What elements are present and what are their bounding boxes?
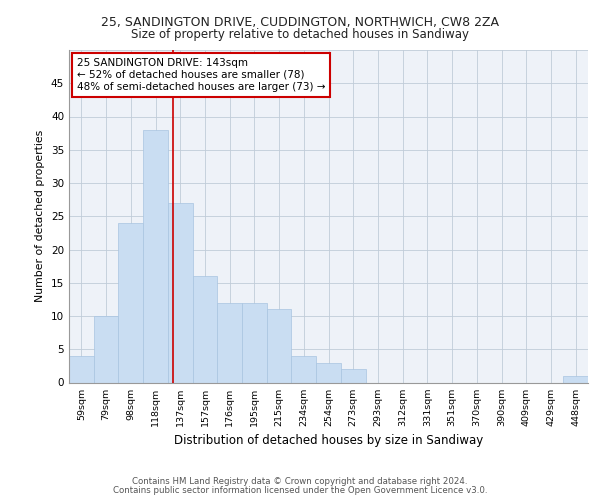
Bar bbox=[143, 130, 168, 382]
X-axis label: Distribution of detached houses by size in Sandiway: Distribution of detached houses by size … bbox=[174, 434, 483, 447]
Bar bbox=[217, 302, 242, 382]
Bar bbox=[242, 302, 267, 382]
Bar bbox=[94, 316, 118, 382]
Text: Size of property relative to detached houses in Sandiway: Size of property relative to detached ho… bbox=[131, 28, 469, 41]
Bar bbox=[267, 310, 292, 382]
Text: Contains public sector information licensed under the Open Government Licence v3: Contains public sector information licen… bbox=[113, 486, 487, 495]
Bar bbox=[563, 376, 588, 382]
Text: 25, SANDINGTON DRIVE, CUDDINGTON, NORTHWICH, CW8 2ZA: 25, SANDINGTON DRIVE, CUDDINGTON, NORTHW… bbox=[101, 16, 499, 29]
Bar bbox=[341, 369, 365, 382]
Text: Contains HM Land Registry data © Crown copyright and database right 2024.: Contains HM Land Registry data © Crown c… bbox=[132, 477, 468, 486]
Bar bbox=[193, 276, 217, 382]
Bar bbox=[118, 223, 143, 382]
Text: 25 SANDINGTON DRIVE: 143sqm
← 52% of detached houses are smaller (78)
48% of sem: 25 SANDINGTON DRIVE: 143sqm ← 52% of det… bbox=[77, 58, 325, 92]
Bar bbox=[292, 356, 316, 382]
Y-axis label: Number of detached properties: Number of detached properties bbox=[35, 130, 46, 302]
Bar bbox=[69, 356, 94, 382]
Bar bbox=[168, 203, 193, 382]
Bar bbox=[316, 362, 341, 382]
